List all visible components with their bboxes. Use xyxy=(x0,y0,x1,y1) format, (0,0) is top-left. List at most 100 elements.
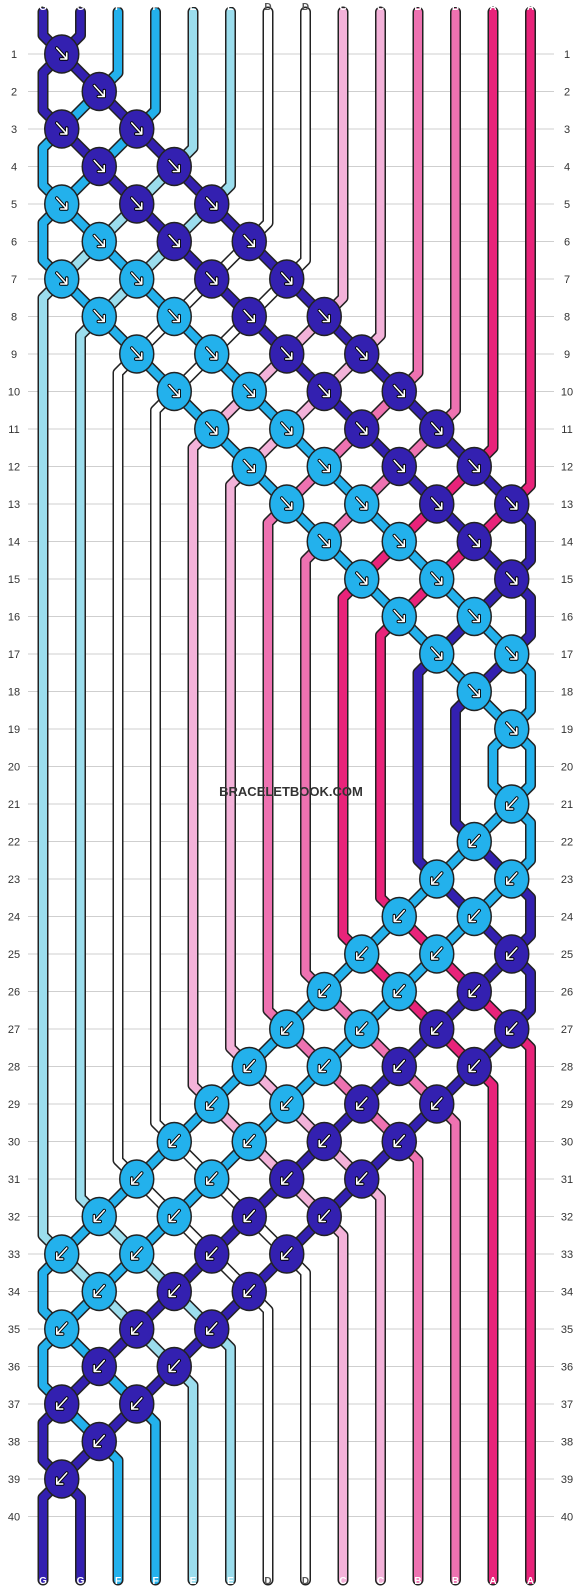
knot xyxy=(306,296,342,337)
row-number-right: 4 xyxy=(564,162,570,174)
knot xyxy=(44,259,80,299)
knot xyxy=(419,1009,455,1049)
strand-label-top: D xyxy=(264,2,271,13)
knot xyxy=(494,484,530,524)
knot xyxy=(156,371,192,412)
knot xyxy=(231,1196,267,1237)
row-number-right: 7 xyxy=(564,274,570,286)
knot xyxy=(344,484,380,524)
row-number-right: 8 xyxy=(564,312,570,324)
knot xyxy=(419,1084,455,1124)
knot xyxy=(81,1271,117,1312)
row-number-left: 17 xyxy=(8,649,20,661)
row-number-right: 33 xyxy=(561,1249,573,1261)
knot xyxy=(306,371,342,412)
row-number-left: 35 xyxy=(8,1324,20,1336)
knot xyxy=(344,1084,380,1124)
knot xyxy=(44,184,80,224)
row-number-left: 3 xyxy=(11,124,17,136)
row-number-right: 37 xyxy=(561,1399,573,1411)
knot xyxy=(494,859,530,899)
row-number-left: 34 xyxy=(8,1287,20,1299)
row-number-left: 7 xyxy=(11,274,17,286)
knot xyxy=(269,1159,305,1199)
knot xyxy=(419,934,455,974)
row-number-right: 22 xyxy=(561,837,573,849)
knot xyxy=(231,221,267,262)
knot xyxy=(156,221,192,262)
thread-e xyxy=(76,8,235,1584)
knot xyxy=(81,296,117,337)
knot xyxy=(81,71,117,112)
thread-d xyxy=(114,8,272,1584)
knot xyxy=(194,1234,230,1274)
knot xyxy=(456,821,492,862)
knot xyxy=(306,971,342,1012)
row-number-right: 21 xyxy=(561,799,573,811)
row-number-left: 33 xyxy=(8,1249,20,1261)
thread-a xyxy=(376,8,535,1584)
knot xyxy=(269,1084,305,1124)
row-number-left: 19 xyxy=(8,724,20,736)
strand-label-bottom: E xyxy=(227,1576,234,1587)
row-number-left: 1 xyxy=(11,49,17,61)
row-number-right: 27 xyxy=(561,1024,573,1036)
row-number-left: 23 xyxy=(8,874,20,886)
row-number-right: 9 xyxy=(564,349,570,361)
row-number-right: 12 xyxy=(561,462,573,474)
knot xyxy=(381,896,417,937)
knot xyxy=(231,371,267,412)
knot xyxy=(194,1309,230,1349)
knot xyxy=(381,971,417,1012)
thread-f xyxy=(39,8,535,1584)
knot xyxy=(119,259,155,299)
row-number-right: 40 xyxy=(561,1512,573,1524)
row-number-left: 13 xyxy=(8,499,20,511)
knot xyxy=(269,484,305,524)
row-number-right: 24 xyxy=(561,912,573,924)
row-number-left: 38 xyxy=(8,1437,20,1449)
knot xyxy=(494,934,530,974)
knot xyxy=(381,1121,417,1162)
knot xyxy=(419,484,455,524)
knot xyxy=(269,1009,305,1049)
knot xyxy=(44,1234,80,1274)
knot xyxy=(194,334,230,374)
row-number-left: 12 xyxy=(8,462,20,474)
row-number-left: 25 xyxy=(8,949,20,961)
thread-c xyxy=(226,8,385,1584)
strand-label-top: B xyxy=(452,2,459,13)
strand-label-bottom: F xyxy=(152,1576,158,1587)
thread-e xyxy=(39,8,197,1584)
knot xyxy=(44,1459,80,1499)
knot xyxy=(231,1121,267,1162)
knot xyxy=(456,596,492,637)
knot xyxy=(119,1309,155,1349)
knot xyxy=(119,109,155,149)
knot xyxy=(306,521,342,562)
row-number-left: 11 xyxy=(8,424,19,436)
strand-label-top: F xyxy=(152,2,158,13)
strand-label-bottom: D xyxy=(302,1576,309,1587)
row-number-left: 2 xyxy=(11,87,17,99)
row-number-right: 10 xyxy=(561,387,573,399)
strand-label-top: F xyxy=(115,2,121,13)
row-number-left: 37 xyxy=(8,1399,20,1411)
knot xyxy=(381,596,417,637)
knot xyxy=(194,1084,230,1124)
strand-label-bottom: F xyxy=(115,1576,121,1587)
knot xyxy=(419,859,455,899)
row-number-right: 19 xyxy=(561,724,573,736)
row-number-left: 39 xyxy=(8,1474,20,1486)
thread-g xyxy=(39,8,535,1584)
strand-label-bottom: G xyxy=(39,1576,47,1587)
knot xyxy=(456,971,492,1012)
knot xyxy=(269,259,305,299)
knot xyxy=(419,559,455,599)
row-number-left: 31 xyxy=(8,1174,20,1186)
row-number-left: 30 xyxy=(8,1137,20,1149)
row-number-left: 16 xyxy=(8,612,20,624)
strand-label-bottom: B xyxy=(452,1576,459,1587)
